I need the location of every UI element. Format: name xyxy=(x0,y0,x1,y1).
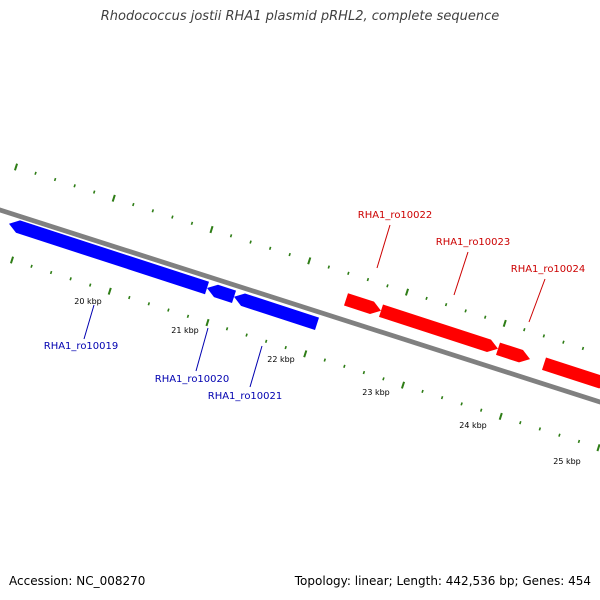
upper-row-minor-tick xyxy=(444,302,448,307)
lower-row-minor-tick xyxy=(519,420,522,425)
gene-partial-next[interactable] xyxy=(542,357,600,389)
upper-row-minor-tick xyxy=(327,265,331,269)
ruler-label: 25 kbp xyxy=(553,457,581,466)
upper-row-major-tick xyxy=(13,163,19,171)
lower-row-minor-tick xyxy=(558,433,561,437)
upper-row-minor-tick xyxy=(190,221,194,225)
gene-RHA1_ro10022[interactable] xyxy=(344,293,381,314)
upper-row-minor-tick xyxy=(151,209,155,213)
upper-row-minor-tick xyxy=(288,252,291,257)
ruler-label: 20 kbp xyxy=(74,297,102,306)
lower-row-minor-tick xyxy=(49,270,53,275)
gene-labels: RHA1_ro10019 RHA1_ro10020 RHA1_ro10021 RHA1… xyxy=(44,210,586,402)
upper-row-minor-tick xyxy=(34,171,37,175)
lower-row-minor-tick xyxy=(69,277,72,281)
lower-row-minor-tick xyxy=(577,439,581,444)
upper-row-major-tick xyxy=(209,225,214,234)
upper-row-major-tick xyxy=(307,257,312,265)
lower-row-major-tick xyxy=(9,256,15,264)
upper-row-minor-tick xyxy=(268,246,272,251)
lower-row-minor-tick xyxy=(128,295,131,300)
ruler-label: 22 kbp xyxy=(267,355,295,364)
upper-row-minor-tick xyxy=(483,315,487,319)
lower-row-minor-tick xyxy=(30,264,33,268)
gene-label-leader xyxy=(249,345,263,388)
lower-row-minor-tick xyxy=(362,370,366,375)
lower-row-minor-tick xyxy=(479,408,483,412)
lower-row-major-tick xyxy=(498,412,503,421)
gene-RHA1_ro10020[interactable] xyxy=(207,284,236,303)
lower-row-minor-tick xyxy=(186,314,190,318)
upper-row-minor-tick xyxy=(73,184,76,188)
gene-label[interactable]: RHA1_ro10024 xyxy=(511,264,586,275)
lower-row-major-tick xyxy=(303,350,308,358)
upper-row-minor-tick xyxy=(523,327,526,332)
upper-row-minor-tick xyxy=(249,240,252,244)
upper-row-minor-tick xyxy=(171,215,174,219)
upper-row-minor-tick xyxy=(366,277,370,282)
upper-row-minor-tick xyxy=(347,271,350,276)
lower-row-minor-tick xyxy=(323,358,327,362)
gene-label-leader xyxy=(376,224,391,269)
ruler-label: 23 kbp xyxy=(362,388,390,397)
upper-row-major-tick xyxy=(111,194,116,202)
upper-row-major-tick xyxy=(502,319,507,328)
gene-label-leader xyxy=(453,251,469,296)
lower-row-minor-tick xyxy=(225,327,229,331)
gene-RHA1_ro10023[interactable] xyxy=(379,304,498,353)
sequence-backbone xyxy=(0,207,600,405)
lower-tick-row xyxy=(9,256,600,452)
lower-row-minor-tick xyxy=(264,339,268,344)
accession-label: Accession: NC_008270 xyxy=(9,574,146,588)
upper-row-minor-tick xyxy=(542,334,546,338)
lower-row-minor-tick xyxy=(382,377,385,381)
upper-row-minor-tick xyxy=(229,234,233,238)
lower-row-major-tick xyxy=(107,287,112,295)
lower-row-minor-tick xyxy=(421,389,424,394)
gene-label[interactable]: RHA1_ro10020 xyxy=(155,374,230,385)
upper-row-minor-tick xyxy=(132,202,135,207)
lower-row-minor-tick xyxy=(245,333,248,337)
upper-row-minor-tick xyxy=(53,177,57,182)
upper-row-minor-tick xyxy=(581,346,585,351)
gene-features xyxy=(9,220,600,389)
upper-row-minor-tick xyxy=(464,309,467,313)
gene-RHA1_ro10024[interactable] xyxy=(496,342,530,363)
upper-row-minor-tick xyxy=(425,296,428,301)
gene-label[interactable]: RHA1_ro10023 xyxy=(436,237,511,248)
gene-RHA1_ro10019[interactable] xyxy=(9,220,209,295)
lower-row-minor-tick xyxy=(147,302,151,306)
lower-row-minor-tick xyxy=(343,364,346,369)
lower-row-minor-tick xyxy=(167,308,170,312)
lower-row-minor-tick xyxy=(284,345,287,350)
ruler-labels: 20 kbp 21 kbp 22 kbp 23 kbp 24 kbp 25 kbp xyxy=(74,297,581,466)
lower-row-major-tick xyxy=(400,381,406,389)
gene-RHA1_ro10021[interactable] xyxy=(234,293,319,331)
upper-row-minor-tick xyxy=(562,340,565,344)
upper-row-minor-tick xyxy=(386,284,389,288)
gene-label[interactable]: RHA1_ro10019 xyxy=(44,341,119,352)
lower-row-minor-tick xyxy=(538,427,542,431)
lower-row-minor-tick xyxy=(440,395,444,400)
ruler-label: 24 kbp xyxy=(459,421,487,430)
ruler-label: 21 kbp xyxy=(171,326,199,335)
upper-row-minor-tick xyxy=(92,190,96,194)
gene-label-leader xyxy=(195,327,209,372)
lower-row-major-tick xyxy=(205,318,210,327)
upper-row-major-tick xyxy=(404,288,410,296)
lower-row-major-tick xyxy=(596,444,600,452)
gene-label-leader xyxy=(83,304,95,340)
gene-label[interactable]: RHA1_ro10022 xyxy=(358,210,433,221)
lower-row-minor-tick xyxy=(88,283,92,287)
sequence-summary: Topology: linear; Length: 442,536 bp; Ge… xyxy=(294,574,591,588)
map-title: Rhodococcus jostii RHA1 plasmid pRHL2, c… xyxy=(100,9,500,24)
upper-tick-row xyxy=(13,163,585,351)
lower-row-minor-tick xyxy=(460,402,463,406)
gene-label[interactable]: RHA1_ro10021 xyxy=(208,391,283,402)
gene-label-leader xyxy=(528,278,546,323)
